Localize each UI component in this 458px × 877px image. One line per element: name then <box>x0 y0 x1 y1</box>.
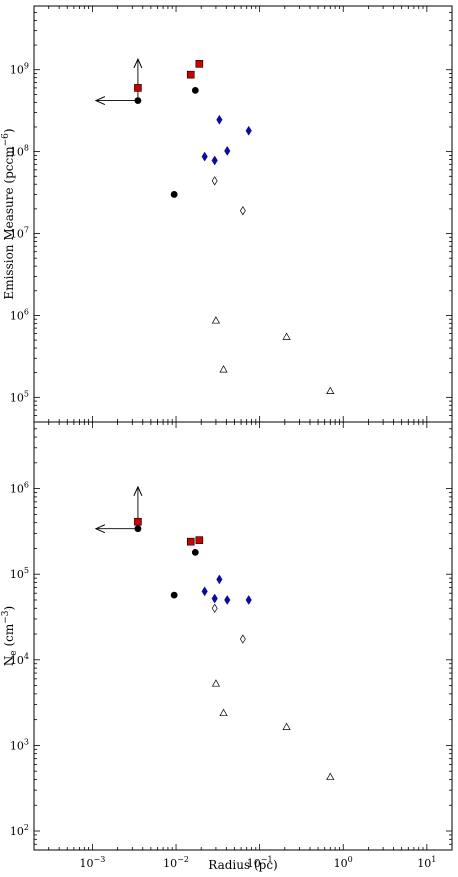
x-tick-exponent: 1 <box>431 855 436 864</box>
open-diamond-marker <box>211 603 218 613</box>
y-axis-label-main: N <box>2 656 16 667</box>
x-tick-label: 100 <box>334 855 353 870</box>
open-diamond-marker <box>239 634 246 644</box>
x-tick-base: 10 <box>247 857 261 870</box>
square-marker <box>134 517 142 526</box>
square-marker <box>186 537 195 546</box>
x-tick-exponent: −2 <box>177 855 189 864</box>
open-triangle-marker <box>326 386 335 395</box>
open-triangle-marker <box>211 316 221 324</box>
y-axis-label-superscript: −6 <box>1 133 11 147</box>
x-tick-exponent: 0 <box>348 855 353 864</box>
plot-frame <box>33 421 453 851</box>
x-axis-label: Radius (pc) <box>208 858 277 872</box>
y-tick-exponent: 7 <box>24 226 29 235</box>
y-axis-label: Ne (cm−3) <box>1 606 19 666</box>
y-tick-label: 107 <box>10 226 29 241</box>
x-tick-label: 10−2 <box>163 855 189 870</box>
y-axis-label-superscript: −3 <box>1 610 11 624</box>
y-tick-label: 105 <box>10 566 29 581</box>
y-tick-label: 105 <box>10 389 29 404</box>
y-tick-exponent: 5 <box>24 566 29 575</box>
x-tick-label: 101 <box>417 855 436 870</box>
y-tick-label: 106 <box>10 481 29 496</box>
diamond-marker <box>245 125 252 136</box>
y-tick-label: 104 <box>10 652 29 667</box>
x-tick-exponent: −1 <box>261 855 273 864</box>
open-diamond-marker <box>239 206 246 216</box>
y-tick-label: 103 <box>10 737 29 752</box>
x-tick-base: 10 <box>417 857 431 870</box>
y-tick-exponent: 6 <box>24 307 29 316</box>
y-tick-base: 10 <box>10 568 24 581</box>
y-tick-label: 109 <box>10 62 29 77</box>
y-tick-base: 10 <box>10 64 24 77</box>
diamond-marker <box>224 145 231 156</box>
y-axis-label-end: ) <box>2 128 16 133</box>
diamond-marker <box>245 595 252 605</box>
diamond-marker <box>224 595 231 605</box>
diamond-marker <box>211 155 218 166</box>
open-triangle-marker <box>326 772 335 780</box>
y-tick-base: 10 <box>10 739 24 752</box>
circle-marker <box>170 191 178 198</box>
y-tick-exponent: 5 <box>24 389 29 398</box>
square-marker <box>186 70 195 79</box>
open-triangle-marker <box>211 679 221 687</box>
y-tick-base: 10 <box>10 654 24 667</box>
circle-marker <box>191 548 199 556</box>
y-tick-base: 10 <box>10 228 24 241</box>
open-triangle-marker <box>219 708 228 717</box>
x-tick-label: 10−3 <box>80 855 106 870</box>
diamond-marker <box>216 574 223 585</box>
diamond-marker <box>216 114 223 125</box>
x-tick-label: 10−1 <box>247 855 273 870</box>
x-tick-exponent: −3 <box>94 855 106 864</box>
x-tick-base: 10 <box>334 857 348 870</box>
y-tick-base: 10 <box>10 825 24 838</box>
x-tick-base: 10 <box>163 857 177 870</box>
y-tick-exponent: 4 <box>24 652 29 661</box>
y-axis-label-main: Emission Measure (pccm <box>2 146 16 300</box>
circle-marker <box>134 97 142 104</box>
y-axis-label-end: ) <box>2 606 16 611</box>
square-marker <box>195 536 204 544</box>
y-tick-exponent: 6 <box>24 481 29 490</box>
square-marker <box>195 60 204 68</box>
diamond-marker <box>201 151 208 162</box>
open-triangle-marker <box>282 722 291 730</box>
y-axis-label-subscript: e <box>9 650 19 655</box>
y-tick-label: 106 <box>10 307 29 322</box>
y-tick-exponent: 8 <box>24 144 29 153</box>
y-tick-base: 10 <box>10 391 24 404</box>
circle-marker <box>134 525 142 533</box>
open-triangle-marker <box>282 332 291 340</box>
y-tick-label: 108 <box>10 144 29 159</box>
circle-marker <box>191 86 199 94</box>
square-marker <box>134 84 142 92</box>
y-tick-base: 10 <box>10 309 24 322</box>
circle-marker <box>170 591 178 599</box>
y-tick-label: 102 <box>10 823 29 838</box>
y-axis-label-mid: (cm <box>2 623 16 650</box>
x-tick-base: 10 <box>80 857 94 870</box>
open-triangle-marker <box>219 365 228 373</box>
open-diamond-marker <box>211 176 218 186</box>
y-tick-exponent: 9 <box>24 62 29 71</box>
diamond-marker <box>211 593 218 604</box>
diamond-marker <box>201 586 208 597</box>
y-axis-label: Emission Measure (pccm−6) <box>1 128 16 299</box>
y-tick-base: 10 <box>10 483 24 496</box>
y-tick-exponent: 2 <box>24 823 29 832</box>
y-tick-exponent: 3 <box>24 737 29 746</box>
y-tick-base: 10 <box>10 146 24 159</box>
